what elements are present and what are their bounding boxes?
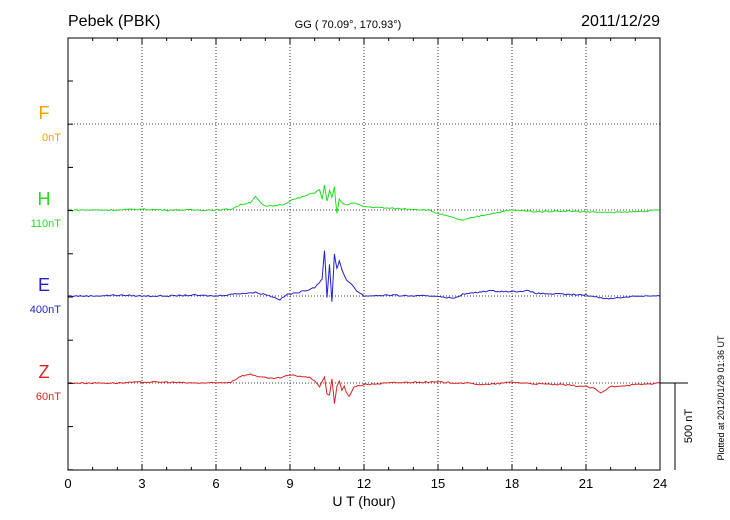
x-tick-label: 21: [579, 476, 593, 491]
x-tick-label: 3: [138, 476, 145, 491]
scale-bar: 500 nT: [660, 382, 695, 470]
plotted-note: Plotted at 2012/01/29 01:36 UT: [716, 335, 726, 461]
series-layer: [67, 185, 661, 404]
series-line-h: [67, 185, 661, 221]
series-name-e: E: [38, 275, 50, 295]
x-tick-label: 18: [505, 476, 519, 491]
series-baseline-f: 0nT: [42, 132, 61, 144]
series-line-e: [67, 250, 661, 302]
series-baseline-h: 110nT: [31, 218, 62, 230]
x-tick-label: 12: [357, 476, 371, 491]
series-name-h: H: [38, 189, 51, 209]
x-tick-label: 15: [431, 476, 445, 491]
x-ticks: 0 3 6 9 12 15 18 21 24: [64, 38, 667, 491]
series-labels: F 0nT H 110nT E 400nT Z 60nT: [30, 103, 61, 403]
series-baseline-z: 60nT: [36, 391, 61, 403]
series-line-z: [67, 373, 661, 404]
x-tick-label: 24: [653, 476, 667, 491]
series-name-z: Z: [39, 362, 50, 382]
coordinates-label: GG ( 70.09°, 170.93°): [295, 19, 402, 31]
x-tick-label: 0: [64, 476, 71, 491]
scale-bar-label: 500 nT: [683, 409, 695, 444]
station-title: Pebek (PBK): [68, 13, 160, 30]
x-axis-label: U T (hour): [332, 493, 395, 509]
x-tick-label: 9: [286, 476, 293, 491]
date-label: 2011/12/29: [581, 13, 660, 30]
grid-lines: [68, 38, 660, 470]
x-tick-label: 6: [212, 476, 219, 491]
series-baseline-e: 400nT: [30, 304, 61, 316]
series-name-f: F: [39, 103, 50, 123]
